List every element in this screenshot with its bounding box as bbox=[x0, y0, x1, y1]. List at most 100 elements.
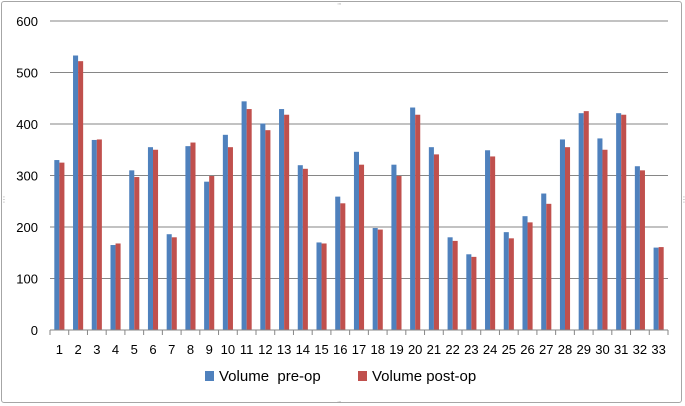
x-tick-label: 24 bbox=[483, 342, 497, 357]
bar-post-op bbox=[490, 156, 496, 330]
bar-pre-op bbox=[335, 196, 341, 330]
x-tick-label: 19 bbox=[389, 342, 403, 357]
x-tick-label: 8 bbox=[187, 342, 194, 357]
bar-pre-op bbox=[559, 139, 565, 330]
x-tick-label: 26 bbox=[520, 342, 534, 357]
bar-post-op bbox=[96, 139, 102, 330]
bar-pre-op bbox=[466, 254, 472, 330]
bar-pre-op bbox=[522, 216, 528, 330]
y-axis-tick-labels: 0 100 200 300 400 500 600 bbox=[16, 14, 38, 338]
x-tick-label: 32 bbox=[633, 342, 647, 357]
bar-post-op bbox=[190, 142, 196, 330]
x-tick-label: 12 bbox=[258, 342, 272, 357]
bar-pre-op bbox=[410, 107, 416, 331]
bar-pre-op bbox=[147, 147, 153, 330]
legend-swatch-pre-op bbox=[205, 371, 214, 381]
x-tick-label: 11 bbox=[240, 342, 254, 357]
legend-label-post-op: Volume post-op bbox=[372, 368, 476, 385]
bar-pre-op bbox=[279, 109, 285, 330]
x-tick-label: 2 bbox=[74, 342, 81, 357]
bar-post-op bbox=[508, 238, 514, 330]
bar-post-op bbox=[583, 111, 589, 330]
bar-post-op bbox=[321, 243, 327, 330]
bar-post-op bbox=[78, 61, 84, 331]
x-tick-label: 4 bbox=[112, 342, 119, 357]
bar-pre-op bbox=[503, 232, 509, 330]
x-axis-tick-labels: 1 2 3 4 5 6 7 8 9 10 11 12 13 14 15 16 17 18 19 20 21 22 23 24 2… bbox=[49, 330, 669, 357]
bar-pre-op bbox=[485, 150, 491, 330]
bar-pre-op bbox=[578, 113, 584, 330]
bar-post-op bbox=[246, 109, 252, 330]
y-tick-label: 500 bbox=[16, 66, 38, 81]
x-tick-label: 18 bbox=[370, 342, 384, 357]
bars bbox=[54, 55, 664, 331]
bar-pre-op bbox=[597, 138, 603, 330]
bar-pre-op bbox=[73, 55, 79, 330]
bar-post-op bbox=[302, 168, 308, 330]
bar-post-op bbox=[171, 237, 177, 330]
x-tick-label: 7 bbox=[168, 342, 175, 357]
bar-post-op bbox=[602, 149, 608, 330]
bar-post-op bbox=[565, 147, 571, 330]
bar-post-op bbox=[115, 243, 121, 330]
bar-pre-op bbox=[91, 139, 97, 330]
bar-post-op bbox=[433, 154, 439, 330]
resize-handle-right[interactable]: ⋮ bbox=[680, 195, 685, 204]
y-tick-label: 300 bbox=[16, 169, 38, 184]
legend: Volume pre-op Volume post-op bbox=[205, 368, 476, 385]
resize-handle-left[interactable]: ⋮ bbox=[0, 195, 8, 204]
bar-post-op bbox=[471, 256, 477, 330]
y-tick-label: 600 bbox=[16, 14, 38, 29]
bar-post-op bbox=[658, 247, 664, 330]
bar-pre-op bbox=[616, 113, 622, 330]
x-tick-label: 20 bbox=[408, 342, 422, 357]
bar-pre-op bbox=[222, 134, 228, 330]
x-tick-label: 22 bbox=[445, 342, 459, 357]
bar-post-op bbox=[284, 114, 290, 330]
bar-post-op bbox=[59, 162, 65, 330]
bar-post-op bbox=[527, 222, 533, 330]
bar-post-op bbox=[546, 203, 552, 330]
bar-pre-op bbox=[129, 170, 135, 330]
resize-handle-bottom[interactable]: ∙∙∙ bbox=[337, 397, 342, 406]
resize-handle-top[interactable]: ∙∙∙ bbox=[337, 0, 342, 8]
x-tick-label: 13 bbox=[277, 342, 291, 357]
bar-post-op bbox=[377, 229, 383, 330]
bar-pre-op bbox=[653, 247, 659, 330]
x-tick-label: 6 bbox=[149, 342, 156, 357]
bar-pre-op bbox=[110, 245, 116, 330]
bar-post-op bbox=[209, 176, 215, 330]
bar-pre-op bbox=[54, 160, 60, 330]
bar-pre-op bbox=[372, 228, 378, 330]
y-tick-label: 400 bbox=[16, 117, 38, 132]
x-tick-label: 5 bbox=[131, 342, 138, 357]
bar-pre-op bbox=[353, 151, 359, 330]
bar-post-op bbox=[452, 240, 458, 330]
x-tick-label: 30 bbox=[595, 342, 609, 357]
bar-post-op bbox=[415, 114, 421, 330]
bar-pre-op bbox=[634, 166, 640, 330]
x-tick-label: 33 bbox=[651, 342, 665, 357]
legend-label-pre-op: Volume pre-op bbox=[219, 368, 321, 385]
bar-pre-op bbox=[447, 237, 453, 330]
x-tick-label: 25 bbox=[502, 342, 516, 357]
x-tick-label: 27 bbox=[539, 342, 553, 357]
x-tick-label: 16 bbox=[333, 342, 347, 357]
x-tick-label: 15 bbox=[314, 342, 328, 357]
x-tick-label: 29 bbox=[576, 342, 590, 357]
x-tick-label: 9 bbox=[206, 342, 213, 357]
bar-pre-op bbox=[185, 146, 191, 330]
legend-swatch-post-op bbox=[358, 371, 367, 381]
x-tick-label: 21 bbox=[427, 342, 441, 357]
x-tick-label: 14 bbox=[296, 342, 310, 357]
x-tick-label: 1 bbox=[56, 342, 63, 357]
x-tick-label: 10 bbox=[221, 342, 235, 357]
bar-pre-op bbox=[428, 147, 434, 330]
x-tick-label: 31 bbox=[614, 342, 628, 357]
bar-pre-op bbox=[541, 193, 547, 330]
bar-pre-op bbox=[166, 234, 172, 330]
y-tick-label: 0 bbox=[31, 323, 38, 338]
y-tick-label: 100 bbox=[16, 272, 38, 287]
x-tick-label: 3 bbox=[93, 342, 100, 357]
